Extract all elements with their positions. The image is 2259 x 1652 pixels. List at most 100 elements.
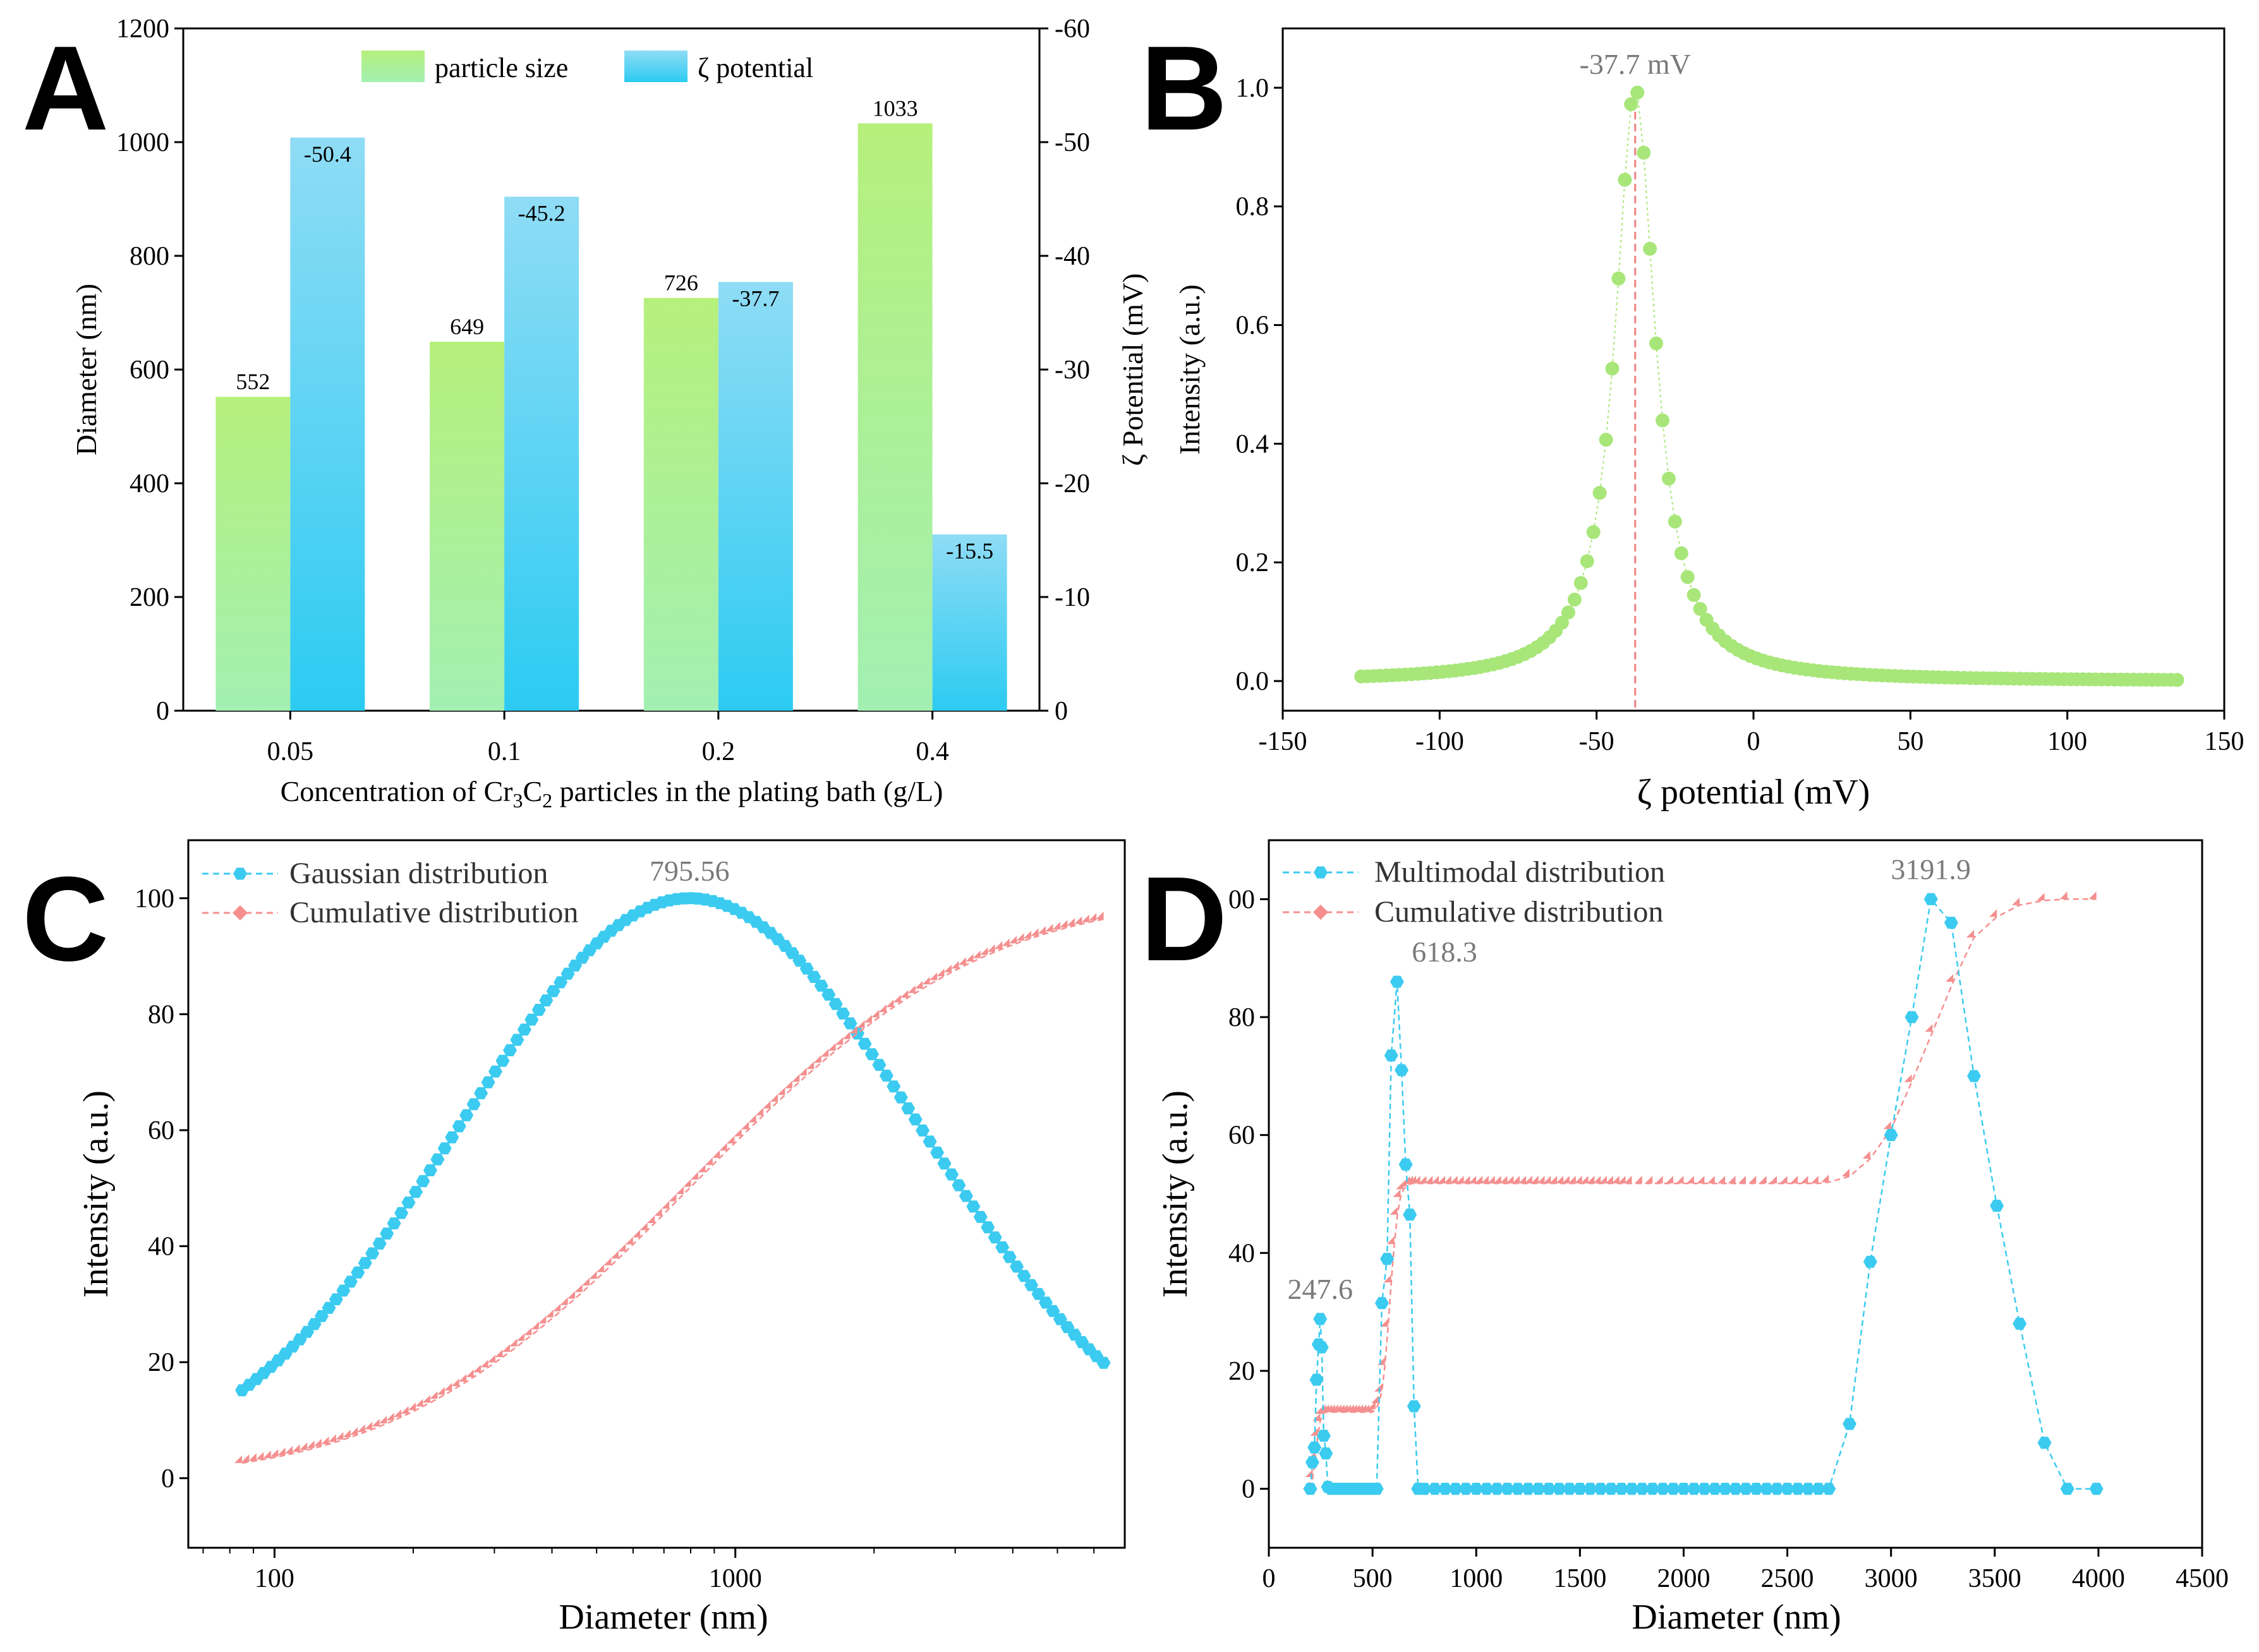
panel-d-multimodal-point xyxy=(1438,1483,1452,1495)
bar-zeta-potential xyxy=(932,534,1007,711)
panel-d-cumulative-point xyxy=(1738,1176,1746,1184)
panel-d-multimodal-point xyxy=(1770,1483,1784,1495)
panel-c-gaussian-point xyxy=(409,1186,423,1198)
panel-a-xtick-label: 0.05 xyxy=(267,737,314,766)
panel-c-cumulative-point xyxy=(618,1243,626,1251)
panel-c-gaussian-point xyxy=(908,1113,923,1126)
panel-a-y2tick-label: -50 xyxy=(1055,128,1090,157)
panel-c-gaussian-point xyxy=(995,1241,1010,1253)
panel-d-cumulative-point xyxy=(1769,1176,1778,1184)
panel-c-cumulative-point xyxy=(1081,914,1089,922)
panel-b-point xyxy=(1611,271,1626,286)
panel-d-ytick-label: 0 xyxy=(1242,1475,1255,1504)
panel-c-gaussian-point xyxy=(930,1146,945,1159)
panel-c-cumulative-point xyxy=(690,1172,698,1180)
panel-c-cumulative-point xyxy=(495,1349,503,1358)
legend-label-cumulative-d: Cumulative distribution xyxy=(1374,895,1663,929)
panel-c-cumulative-point xyxy=(277,1447,286,1456)
panel-d-multimodal-point xyxy=(1552,1483,1566,1495)
panel-c-gaussian-point xyxy=(517,1023,531,1036)
panel-d-multimodal-point xyxy=(1395,1064,1409,1076)
panel-b-xtick-label: 100 xyxy=(2047,727,2087,756)
panel-c-gaussian-point xyxy=(923,1135,937,1148)
panel-c-ytick-label: 40 xyxy=(148,1233,174,1262)
panel-c-cumulative-point xyxy=(995,941,1003,950)
panel-d-cumulative-point xyxy=(1634,1176,1642,1184)
bar-label-zeta-potential: -50.4 xyxy=(304,142,351,167)
panel-d-multimodal-point xyxy=(2037,1437,2052,1449)
panel-c-gaussian-point xyxy=(437,1142,452,1155)
bar-particle-size xyxy=(643,298,718,711)
panel-c-cumulative-point xyxy=(1060,920,1068,928)
panel-d-multimodal-point xyxy=(1500,1483,1515,1495)
panel-d-multimodal-point xyxy=(1822,1483,1836,1495)
panel-d-multimodal-point xyxy=(1380,1253,1395,1265)
panel-d-ytick-label: 20 xyxy=(1228,1357,1255,1386)
panel-c-cumulative-line xyxy=(241,918,1104,1464)
bar-label-particle-size: 552 xyxy=(236,369,270,394)
panel-a-ylabel: Diameter (nm) xyxy=(70,284,102,455)
panel-c-cumulative-point xyxy=(828,1043,836,1051)
panel-d-multimodal-point xyxy=(1666,1483,1680,1495)
panel-c-gaussian-point xyxy=(814,979,828,992)
panel-c-cumulative-point xyxy=(669,1193,677,1202)
xlabel-part-1: Concentration of Cr xyxy=(281,775,513,807)
bar-label-particle-size: 1033 xyxy=(873,95,918,121)
panel-a-xtick-label: 0.2 xyxy=(702,737,736,766)
panel-c-gaussian-point xyxy=(474,1087,488,1099)
panel-c-gaussian-point xyxy=(836,1007,851,1020)
panel-c-cumulative-point xyxy=(314,1438,322,1447)
panel-c-cumulative-point xyxy=(799,1068,807,1076)
panel-b-point xyxy=(1630,85,1645,100)
panel-d-multimodal-point xyxy=(1479,1483,1494,1495)
panel-c-gaussian-point xyxy=(524,1013,539,1026)
panel-b-plot-frame xyxy=(1281,27,2226,712)
panel-c-cumulative-point xyxy=(386,1413,394,1421)
panel-d-cumulative-point xyxy=(1469,1176,1477,1184)
panel-d-cumulative-point xyxy=(1624,1176,1632,1184)
panel-c-cumulative-point xyxy=(972,950,981,958)
panel-c-gaussian-point xyxy=(510,1034,524,1046)
panel-d-cumulative-point xyxy=(1383,1275,1391,1283)
panel-c-gaussian-point xyxy=(1017,1270,1031,1282)
panel-c-cumulative-point xyxy=(574,1284,583,1293)
bar-label-zeta-potential: -37.7 xyxy=(732,286,779,311)
panel-c-ytick-label: 20 xyxy=(148,1348,174,1377)
panel-a-xtick-label: 0.4 xyxy=(916,737,949,766)
panel-b-point xyxy=(1637,145,1651,160)
xlabel-sub-2: 2 xyxy=(542,789,552,812)
panel-d-multimodal-point xyxy=(1427,1483,1442,1495)
panel-c-cumulative-point xyxy=(531,1322,539,1330)
panel-b-ytick-label: 0.6 xyxy=(1236,311,1269,341)
panel-d-xtick-label: 1000 xyxy=(1450,1564,1503,1593)
panel-c-cumulative-point xyxy=(1002,938,1010,946)
panel-d-multimodal-point xyxy=(1707,1483,1722,1495)
panel-b-xtick-label: 50 xyxy=(1897,727,1923,756)
panel-c-gaussian-point xyxy=(416,1175,430,1188)
panel-c-cumulative-point xyxy=(792,1074,800,1082)
panel-c-gaussian-point xyxy=(372,1237,387,1250)
panel-d-cumulative-point xyxy=(1399,1178,1407,1186)
panel-c-gaussian-point xyxy=(966,1200,981,1213)
panel-c-gaussian-point xyxy=(459,1109,474,1121)
legend-marker-gaussian xyxy=(233,867,247,880)
panel-d-multimodal-point xyxy=(1303,1483,1317,1495)
panel-c-cumulative-point xyxy=(958,957,966,965)
panel-c-cumulative-point xyxy=(784,1080,792,1088)
panel-d-cumulative-point xyxy=(1645,1176,1653,1184)
panel-d-cumulative-point xyxy=(1312,1413,1321,1421)
panel-a-y2tick-label: -20 xyxy=(1055,469,1090,498)
panel-d-multimodal-point xyxy=(1313,1313,1328,1325)
panel-c-cumulative-point xyxy=(524,1327,532,1335)
panel-d-cumulative-point xyxy=(1568,1176,1576,1184)
panel-c: C 0 20 40 60 80 100 100 1000 795.56 Gaussian d… xyxy=(22,839,1126,1637)
panel-b-xtick-label: -50 xyxy=(1579,727,1614,756)
panel-b-point xyxy=(1561,605,1575,620)
panel-c-cumulative-point xyxy=(936,968,945,977)
panel-c-peak-label: 795.56 xyxy=(650,855,730,887)
panel-a-ytick-label: 600 xyxy=(130,356,169,385)
panel-d-multimodal-point xyxy=(1905,1011,1919,1023)
panel-c-gaussian-point xyxy=(329,1293,343,1306)
panel-b-point xyxy=(1661,471,1676,486)
panel-d-multimodal-point xyxy=(1417,1483,1432,1495)
